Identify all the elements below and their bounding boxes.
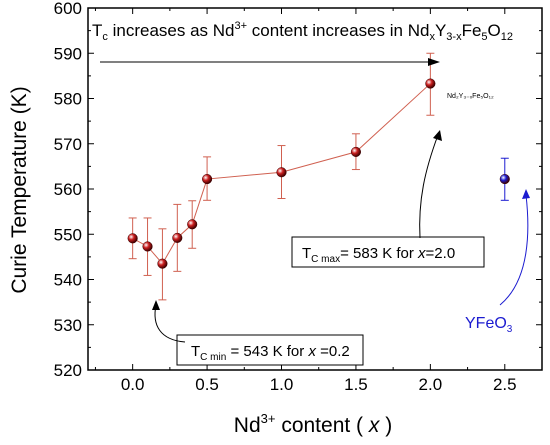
tmin-post2: =0.2 [316, 343, 350, 360]
chart-title: Tc increases as Nd3+ content increases i… [92, 20, 513, 43]
yfeo3-pre: YFeO [465, 315, 507, 332]
y-tick-label: 590 [54, 44, 82, 63]
y-tick-label: 540 [54, 271, 82, 290]
y-tick-label: 570 [54, 135, 82, 154]
annotation-tmax: TC max= 583 K for x=2.0 [291, 130, 485, 268]
data-point [276, 167, 287, 178]
yfeo3-arrow [499, 194, 529, 306]
tmax-arrow [419, 134, 439, 239]
annotation-yfeo3: YFeO3 [465, 189, 530, 335]
title-sub4: 5 [481, 31, 487, 43]
yfeo3-sub: 3 [507, 324, 513, 335]
title-pre: T [92, 21, 102, 40]
formula-small-label: Nd₂Y₃₋ₓFe₅O₁₂ [447, 93, 494, 100]
annotation-top-arrow [100, 58, 440, 66]
data-point [350, 146, 361, 157]
data-point [172, 232, 183, 243]
tmax-post2: =2.0 [426, 245, 456, 262]
title-o: O [488, 21, 501, 40]
tmin-pre: T [191, 343, 200, 360]
y-tick-label: 600 [54, 0, 82, 18]
x-tick-label: 0.5 [195, 375, 219, 394]
top-arrow-head [428, 58, 440, 66]
title-sup: 3+ [235, 20, 248, 32]
data-point [202, 173, 213, 185]
tmax-text: TC max= 583 K for x=2.0 [302, 245, 455, 265]
x-tick-label: 1.5 [344, 375, 368, 394]
y-tick-label: 560 [54, 180, 82, 199]
xlabel-var: x [368, 414, 381, 437]
yfeo3-label: YFeO3 [465, 315, 513, 335]
title-sub1: c [102, 31, 108, 43]
xlabel-pre: Nd [234, 414, 261, 437]
xlabel-post: ) [379, 414, 392, 437]
yfeo3-arrowhead [522, 189, 530, 199]
data-marks [127, 52, 510, 301]
tmax-sub: C max [311, 254, 340, 265]
tmin-arrowhead [152, 300, 160, 310]
data-point [425, 78, 436, 89]
title-fe: Fe [462, 21, 482, 40]
axis-ticks: 520 530 540 550 560 570 580 590 600 0.0 0.5 1.0 1.5 2… [54, 0, 543, 394]
title-post: content increases in Nd [247, 21, 429, 40]
data-point [187, 219, 198, 230]
tmax-arrowhead [433, 130, 442, 141]
tmin-text: TC min = 543 K for x =0.2 [191, 343, 350, 363]
title-y: Y [435, 21, 446, 40]
y-tick-label: 520 [54, 361, 82, 380]
tmax-post: = 583 K for [340, 245, 418, 262]
y-tick-label: 580 [54, 90, 82, 109]
x-axis-label: Nd3+ content ( x ) [234, 411, 392, 437]
x-tick-label: 2.5 [493, 375, 517, 394]
data-point [499, 173, 510, 185]
tmax-pre: T [302, 245, 311, 262]
title-mid: increases as Nd [108, 21, 235, 40]
tmin-var: x [307, 343, 316, 360]
xlabel-mid: content ( [275, 414, 368, 437]
y-axis-label: Curie Temperature (K) [8, 86, 31, 293]
y-tick-label: 550 [54, 225, 82, 244]
annotation-tmin: TC min = 543 K for x =0.2 [152, 300, 364, 366]
title-sub2: x [429, 31, 435, 43]
data-point [142, 241, 153, 252]
x-tick-label: 2.0 [419, 375, 443, 394]
title-sub5: 12 [501, 31, 513, 43]
tmax-box [291, 236, 485, 268]
xlabel-sup: 3+ [261, 411, 276, 426]
data-point [127, 233, 138, 244]
x-tick-label: 0.0 [121, 375, 145, 394]
tmin-post: = 543 K for [226, 343, 308, 360]
title-sub3: 3-x [446, 31, 462, 43]
tmin-sub: C min [200, 352, 226, 363]
y-tick-label: 530 [54, 316, 82, 335]
tmax-var: x [417, 245, 426, 262]
x-tick-label: 1.0 [270, 375, 294, 394]
data-point [157, 258, 168, 269]
tmin-box [176, 334, 364, 366]
